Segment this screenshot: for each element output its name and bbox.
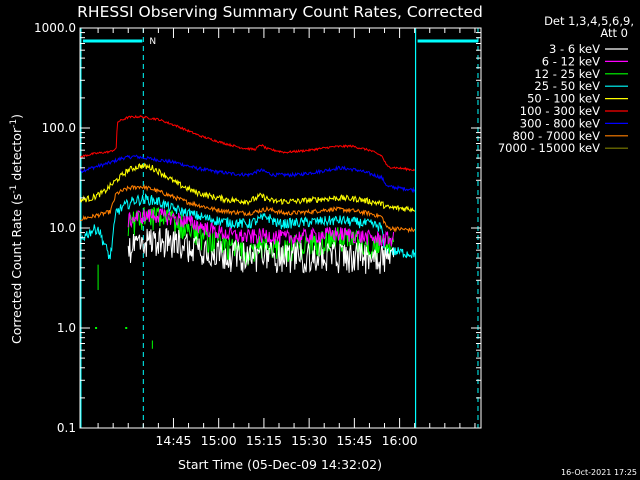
y-axis-label-part-2: detector [9,127,24,185]
x-axis-ticks: 14:45 15:00 15:15 15:30 15:45 16:00 [97,28,476,448]
series-line-7 [80,183,416,234]
y-axis-label-sup-1: -1 [9,185,19,194]
x-tick-label: 15:30 [291,433,327,448]
series-line-6 [80,154,416,194]
marker-n-label: N [149,37,156,47]
x-tick-label: 15:15 [246,433,282,448]
x-axis-label: Start Time (05-Dec-09 14:32:02) [178,457,382,472]
y-axis-label-part-3: ) [9,114,24,119]
legend-label-7: 800 - 7000 keV [512,129,600,143]
x-tick-label: 16:00 [382,433,418,448]
legend-header-line-2: Att 0 [600,26,628,40]
x-tick-label: 14:45 [155,433,191,448]
legend-label-4: 50 - 100 keV [527,92,600,106]
series-line-1 [127,208,395,248]
x-tick-label: 15:00 [201,433,237,448]
chart-title: RHESSI Observing Summary Count Rates, Co… [77,3,483,21]
y-axis-ticks: 1000.0 100.0 10.0 1.0 0.1 [34,21,481,435]
series-line-4 [80,162,416,213]
y-tick-label: 10.0 [49,221,76,235]
legend-label-0: 3 - 6 keV [549,42,600,56]
y-axis-label-sup-2: -1 [9,119,19,128]
legend-label-3: 25 - 50 keV [534,79,600,93]
timestamp: 16-Oct-2021 17:25 [561,468,637,477]
y-tick-label: 1.0 [57,321,76,335]
series-line-3 [80,193,416,260]
x-tick-label: 15:45 [336,433,372,448]
legend-label-2: 12 - 25 keV [534,67,600,81]
y-axis-label: Corrected Count Rate (s-1 detector-1) [9,114,24,344]
low-fragment-1 [95,327,98,329]
legend-header-line-1: Det 1,3,4,5,6,9, [544,14,634,28]
y-tick-label: 1000.0 [34,21,76,35]
legend-label-5: 100 - 300 keV [520,104,600,118]
series-line-0 [127,227,395,274]
low-fragment-2 [125,327,128,329]
y-tick-label: 0.1 [57,421,76,435]
legend-label-6: 300 - 800 keV [520,116,600,130]
legend-label-1: 6 - 12 keV [542,54,600,68]
y-tick-label: 100.0 [42,121,76,135]
legend-label-8: 7000 - 15000 keV [498,141,600,155]
series-line-5 [80,114,416,172]
y-axis-label-part-1: Corrected Count Rate (s [9,194,24,344]
series-layer [80,114,416,349]
